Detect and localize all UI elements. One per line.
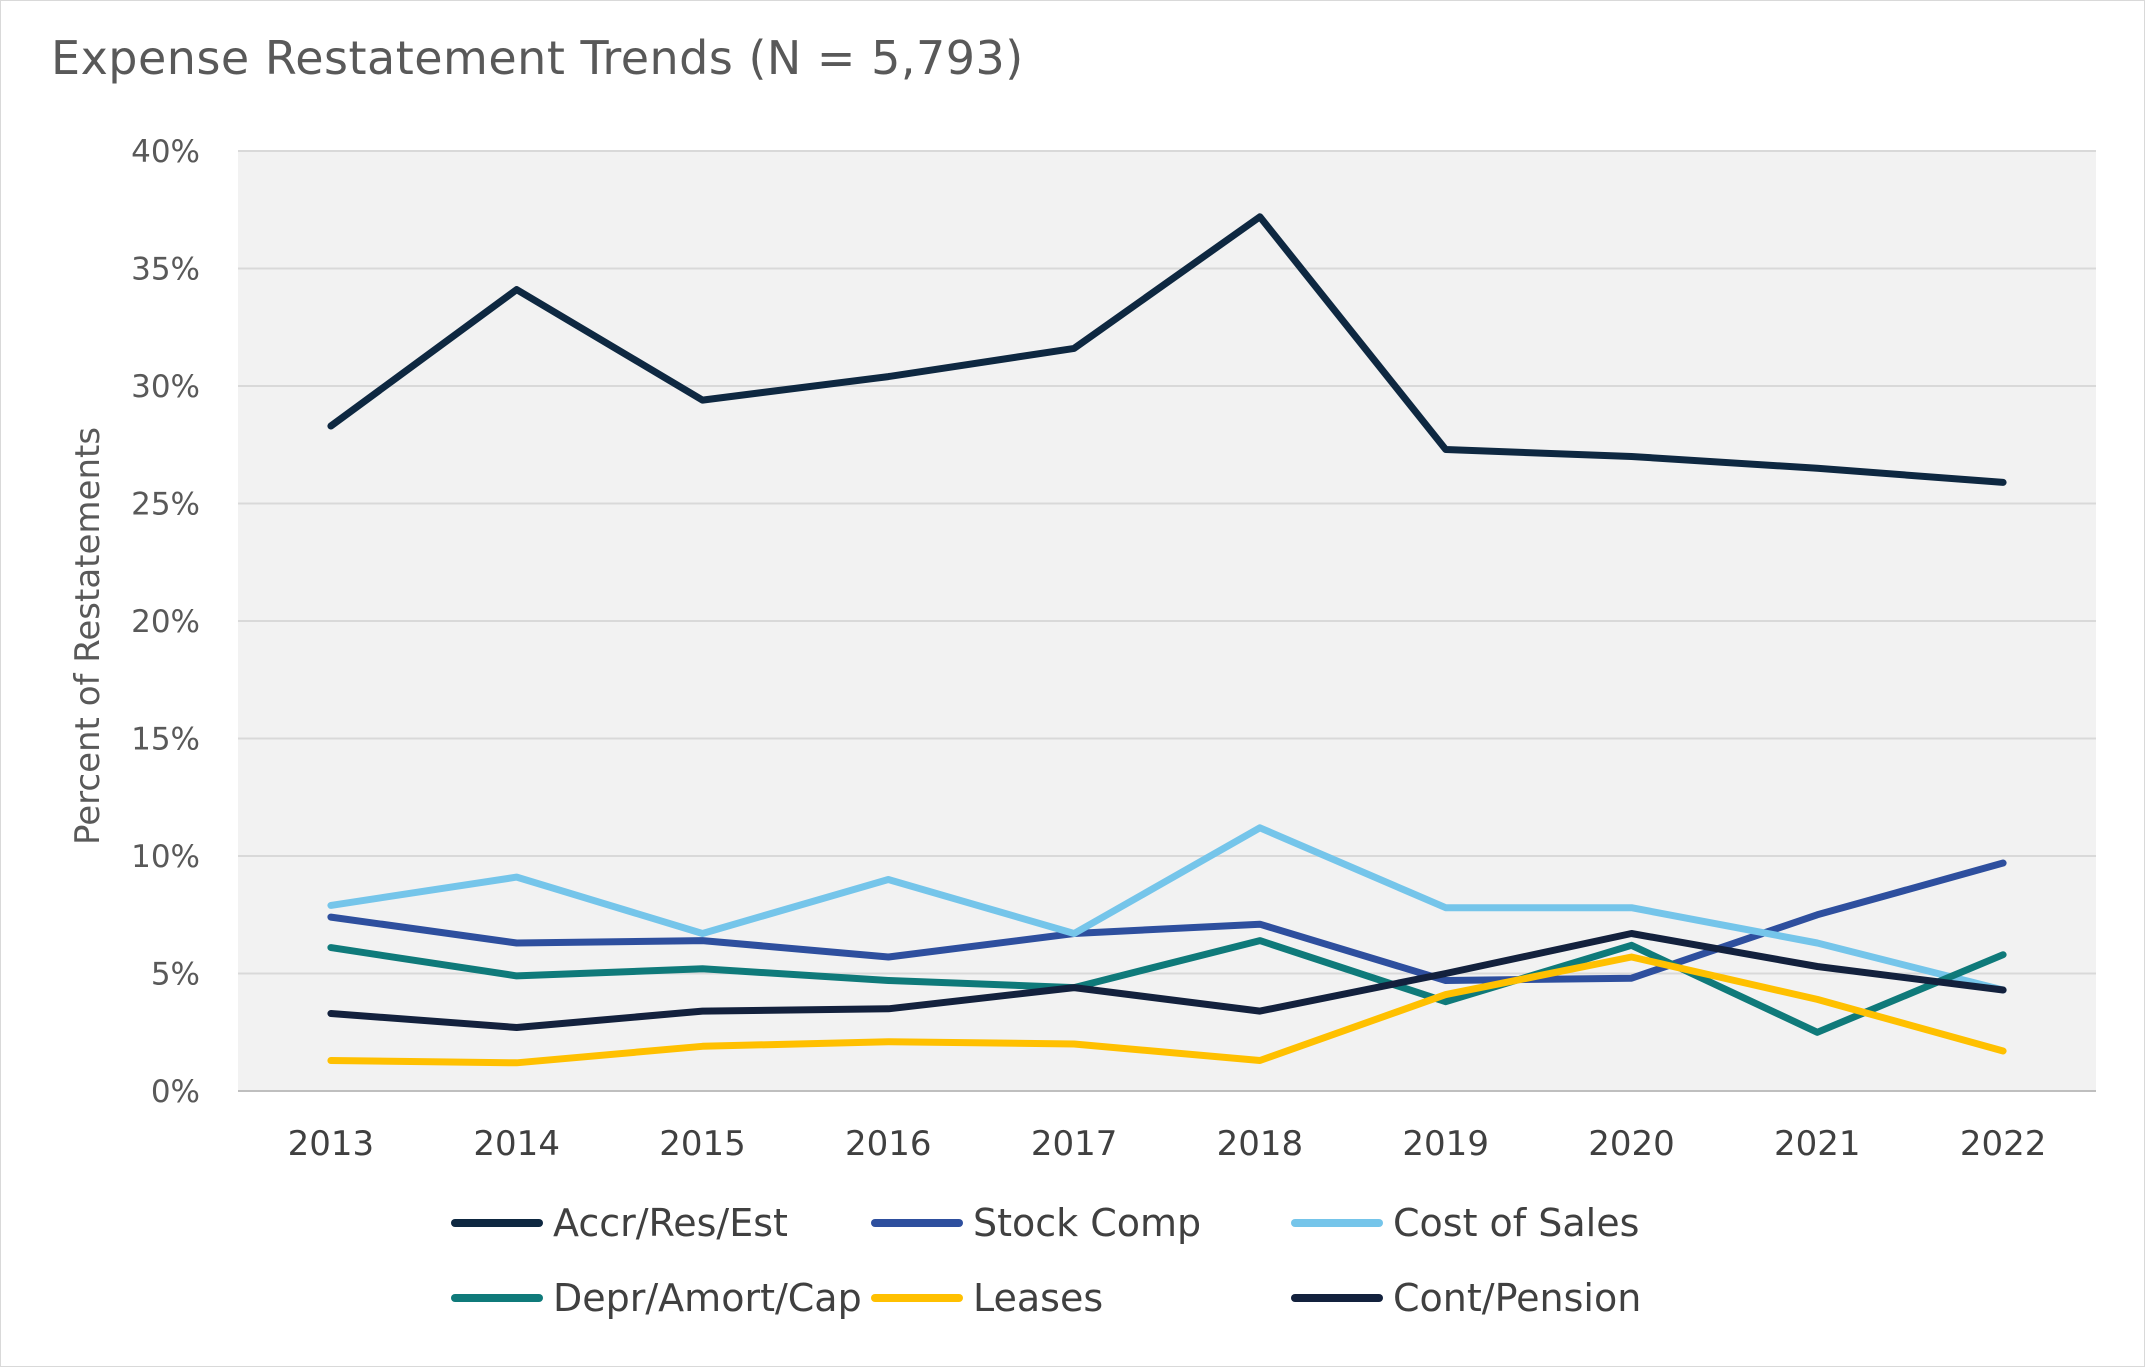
x-tick-label: 2022: [1960, 1124, 2047, 1164]
series-line-4: [327, 937, 2007, 1036]
legend-swatch: [1291, 1219, 1383, 1227]
y-tick-label: 5%: [151, 957, 200, 993]
y-axis-label: Percent of Restatements: [68, 427, 108, 845]
legend-label: Cost of Sales: [1393, 1201, 1640, 1245]
y-tick-label: 35%: [131, 252, 200, 288]
chart-title: Expense Restatement Trends (N = 5,793): [51, 31, 1024, 85]
series-line-3: [327, 824, 2007, 994]
legend-item: Leases: [871, 1276, 1103, 1320]
legend-swatch: [1291, 1294, 1383, 1302]
legend-swatch: [871, 1294, 963, 1302]
y-tick-label: 25%: [131, 487, 200, 523]
y-tick-label: 15%: [131, 722, 200, 758]
x-tick-label: 2019: [1402, 1124, 1489, 1164]
legend-swatch: [451, 1294, 543, 1302]
x-tick-label: 2018: [1217, 1124, 1304, 1164]
x-tick-label: 2015: [659, 1124, 746, 1164]
x-tick-label: 2013: [288, 1124, 375, 1164]
legend-swatch: [451, 1219, 543, 1227]
legend-label: Stock Comp: [973, 1201, 1202, 1245]
legend-item: Cost of Sales: [1291, 1201, 1639, 1245]
x-tick-label: 2021: [1774, 1124, 1861, 1164]
legend-label: Depr/Amort/Cap: [553, 1276, 862, 1320]
y-tick-label: 30%: [131, 369, 200, 405]
y-tick-label: 0%: [151, 1074, 200, 1110]
x-tick-label: 2016: [845, 1124, 932, 1164]
legend-swatch: [871, 1219, 963, 1227]
legend-label: Accr/Res/Est: [553, 1201, 788, 1245]
x-tick-label: 2020: [1588, 1124, 1675, 1164]
legend-item: Accr/Res/Est: [451, 1201, 788, 1245]
legend-item: Cont/Pension: [1291, 1276, 1641, 1320]
series-line-5: [327, 953, 2007, 1067]
series-line-1: [327, 213, 2007, 486]
series-line-6: [327, 930, 2007, 1031]
y-tick-label: 20%: [131, 604, 200, 640]
legend-item: Stock Comp: [871, 1201, 1201, 1245]
legend-item: Depr/Amort/Cap: [451, 1276, 862, 1320]
y-tick-label: 40%: [131, 134, 200, 170]
x-tick-label: 2014: [473, 1124, 560, 1164]
y-tick-label: 10%: [131, 839, 200, 875]
x-tick-label: 2017: [1031, 1124, 1118, 1164]
chart-legend: Accr/Res/Est Stock Comp Cost of Sales Depr/…: [451, 1201, 1751, 1361]
legend-label: Cont/Pension: [1393, 1276, 1642, 1320]
legend-label: Leases: [973, 1276, 1104, 1320]
